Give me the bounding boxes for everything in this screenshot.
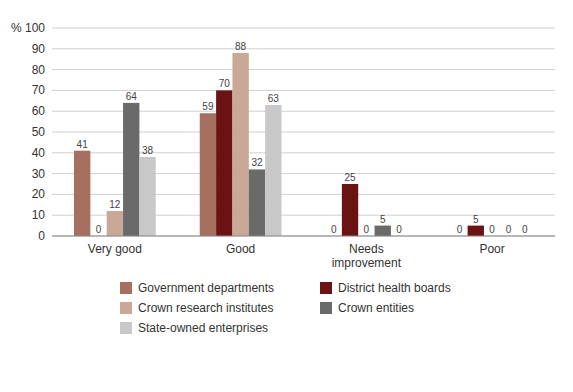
x-tick-label: Needsimprovement	[332, 242, 402, 270]
legend-label: District health boards	[338, 281, 451, 295]
bar	[265, 105, 281, 236]
data-label: 0	[457, 224, 463, 235]
legend-swatch	[120, 302, 132, 314]
data-label: 0	[364, 224, 370, 235]
y-tick-label: 20	[32, 187, 46, 201]
legend-swatch	[320, 282, 332, 294]
bar	[123, 103, 139, 236]
x-axis-line	[52, 236, 555, 237]
bar	[200, 113, 216, 236]
bar	[375, 226, 391, 236]
data-label: 59	[202, 101, 214, 112]
data-label: 0	[396, 224, 402, 235]
data-label: 88	[235, 41, 247, 52]
x-tick-label: Good	[226, 242, 255, 256]
bar	[107, 211, 123, 236]
legend-label: State-owned enterprises	[138, 321, 268, 335]
bar	[342, 184, 358, 236]
bar	[216, 90, 232, 236]
bar	[468, 226, 484, 236]
grid-line	[52, 48, 555, 49]
grid-line	[52, 28, 555, 29]
legend: Government departments District health bo…	[120, 281, 451, 335]
data-label: 64	[126, 91, 138, 102]
data-label: 0	[489, 224, 495, 235]
data-label: 0	[331, 224, 337, 235]
bar	[74, 151, 90, 236]
grid-line	[52, 69, 555, 70]
data-label: 0	[506, 224, 512, 235]
data-label: 41	[77, 139, 89, 150]
x-tick-label: Very good	[88, 242, 142, 256]
data-label: 32	[251, 157, 263, 168]
data-label: 0	[522, 224, 528, 235]
legend-label: Crown entities	[338, 301, 414, 315]
y-tick-label: % 100	[11, 21, 45, 35]
y-tick-label: 10	[32, 208, 46, 222]
bar	[249, 169, 265, 236]
x-tick-label-line: improvement	[332, 256, 402, 270]
data-label: 70	[219, 78, 231, 89]
y-tick-label: 0	[38, 229, 45, 243]
data-label: 5	[473, 214, 479, 225]
legend-swatch	[320, 302, 332, 314]
data-label: 12	[109, 199, 121, 210]
y-tick-label: 80	[32, 63, 46, 77]
grid	[52, 28, 555, 236]
data-label: 38	[142, 145, 154, 156]
legend-label: Government departments	[138, 281, 274, 295]
legend-swatch	[120, 282, 132, 294]
y-tick-label: 70	[32, 83, 46, 97]
x-tick-label-line: Very good	[88, 242, 142, 256]
x-tick-label-line: Good	[226, 242, 255, 256]
legend-label: Crown research institutes	[138, 301, 273, 315]
y-tick-label: 60	[32, 104, 46, 118]
legend-swatch	[120, 322, 132, 334]
x-tick-label: Poor	[479, 242, 504, 256]
grid-line	[52, 236, 555, 237]
bar	[232, 53, 248, 236]
data-labels: 415900070255128800643250386300	[77, 41, 528, 235]
x-tick-label-line: Needs	[349, 242, 384, 256]
bars	[74, 53, 484, 236]
x-tick-label-line: Poor	[479, 242, 504, 256]
chart: 0102030405060708090% 1004159000702551288…	[0, 0, 573, 392]
bar	[139, 157, 155, 236]
y-tick-label: 90	[32, 42, 46, 56]
data-label: 5	[380, 214, 386, 225]
y-tick-label: 40	[32, 146, 46, 160]
data-label: 63	[268, 93, 280, 104]
data-label: 25	[344, 172, 356, 183]
y-tick-label: 50	[32, 125, 46, 139]
data-label: 0	[96, 224, 102, 235]
y-tick-label: 30	[32, 167, 46, 181]
